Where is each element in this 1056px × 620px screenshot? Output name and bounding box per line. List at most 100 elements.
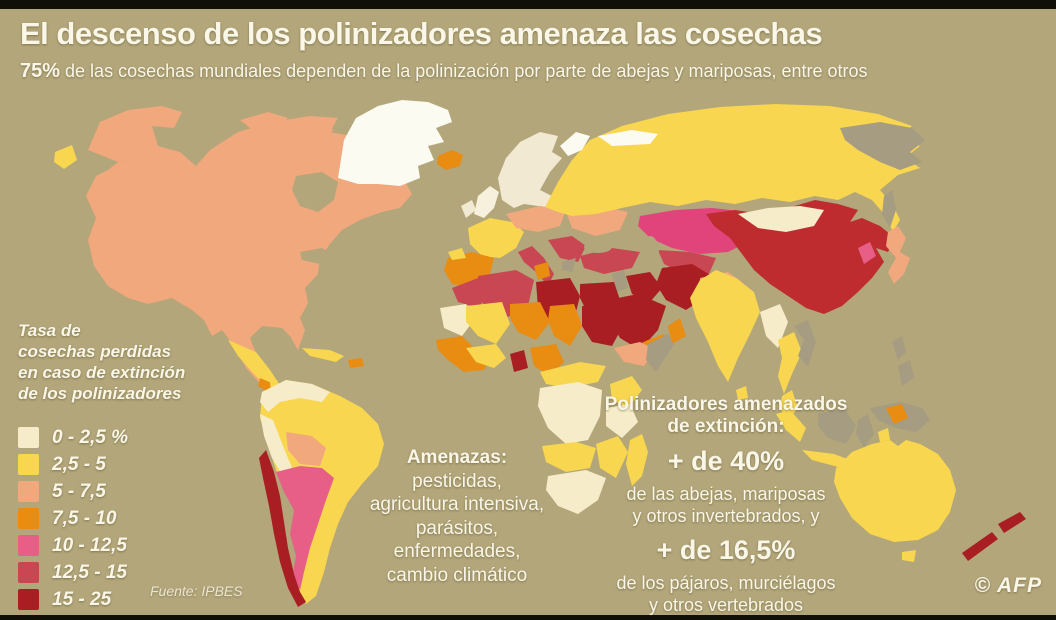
region-spain-nw [448, 248, 466, 260]
region-alaska [88, 106, 196, 174]
region-sumatra [776, 410, 806, 442]
region-novaya-zemlya [560, 130, 658, 156]
stat-vertebrates-desc: y otros vertebrados [648, 595, 804, 615]
region-france [468, 218, 524, 258]
region-oman [668, 318, 686, 344]
bottom-black-bar [0, 615, 1056, 620]
region-bolivia [286, 432, 326, 466]
region-png-patch [886, 404, 908, 424]
region-niger [510, 302, 550, 340]
legend-title-line: cosechas perdidas [18, 342, 172, 361]
region-ireland [461, 200, 476, 218]
legend-swatch [18, 562, 39, 583]
region-chad [548, 304, 582, 346]
region-iraq [626, 272, 662, 302]
legend-item: 7,5 - 10 [18, 505, 128, 532]
region-turkey [580, 248, 640, 274]
region-new-zealand [962, 512, 1026, 561]
threat-item: pesticidas, [412, 470, 502, 492]
region-nigeria [530, 344, 564, 376]
region-maluku [878, 428, 890, 442]
region-ethiopia [614, 342, 656, 366]
legend-label: 15 - 25 [52, 588, 112, 610]
region-borneo [818, 408, 856, 444]
legend-swatch [18, 535, 39, 556]
legend: 0 - 2,5 % 2,5 - 5 5 - 7,5 7,5 - 10 10 - … [18, 424, 128, 613]
region-java [802, 450, 850, 468]
region-greenland [338, 100, 452, 186]
legend-label: 0 - 2,5 % [52, 426, 129, 448]
subtitle-text: de las cosechas mundiales dependen de la… [60, 61, 868, 81]
region-guinea-area [466, 344, 506, 368]
pollinators-block: Polinizadores amenazados de extinción: +… [580, 394, 872, 616]
stat-invertebrates-value: + de 40% [667, 446, 785, 476]
region-chile [259, 450, 306, 607]
region-korea [858, 242, 876, 264]
subtitle-stat: 75% [20, 60, 61, 82]
region-mexico-south [228, 340, 282, 388]
region-madagascar [626, 434, 648, 486]
region-saudi [608, 294, 666, 350]
region-vietnam [794, 320, 816, 366]
stat-invertebrates-desc: de las abejas, mariposas [626, 484, 826, 504]
pollinators-heading: Polinizadores amenazados [604, 394, 848, 415]
region-west-sahara [440, 304, 474, 336]
threat-item: parásitos, [415, 517, 499, 539]
region-india [690, 270, 760, 382]
legend-title-line: de los polinizadores [18, 384, 182, 403]
legend-swatch [18, 427, 39, 448]
threat-item: cambio climático [386, 564, 528, 586]
legend-swatch [18, 481, 39, 502]
region-peru [260, 414, 293, 478]
region-alaska-west [54, 145, 77, 169]
region-mali [466, 302, 510, 344]
region-arctic-islands [240, 112, 334, 152]
region-angola-zambia [542, 442, 596, 472]
region-ghana [510, 350, 528, 372]
legend-item: 10 - 12,5 [18, 532, 128, 559]
legend-label: 5 - 7,5 [52, 480, 106, 502]
legend-swatch [18, 454, 39, 475]
legend-title-line: Tasa de [18, 321, 81, 340]
legend-swatch [18, 508, 39, 529]
legend-label: 12,5 - 15 [52, 561, 127, 583]
legend-item: 0 - 2,5 % [18, 424, 128, 451]
region-china [706, 200, 895, 314]
stat-vertebrates-value: + de 16,5% [656, 535, 796, 565]
region-tasmania [902, 550, 916, 562]
region-cuba [302, 348, 344, 362]
threats-heading: Amenazas: [406, 447, 508, 468]
page-title: El descenso de los polinizadores amenaza… [20, 16, 823, 51]
stat-invertebrates-desc: y otros invertebrados, y [632, 506, 820, 526]
top-black-bar [0, 0, 1056, 9]
legend-item: 15 - 25 [18, 586, 128, 613]
region-scandinavia [498, 132, 562, 208]
region-myanmar [760, 304, 788, 348]
region-thailand [778, 332, 802, 394]
legend-item: 12,5 - 15 [18, 559, 128, 586]
legend-label: 2,5 - 5 [52, 453, 106, 475]
region-uk [474, 186, 499, 218]
subtitle: 75% de las cosechas mundiales dependen d… [20, 60, 868, 83]
region-tanzania [606, 404, 638, 438]
legend-item: 2,5 - 5 [18, 451, 128, 478]
region-levant [612, 270, 628, 292]
legend-label: 10 - 12,5 [52, 534, 127, 556]
region-mongolia [738, 206, 824, 232]
region-south-africa [546, 470, 606, 514]
region-hudson-bay [292, 172, 338, 212]
legend-item: 5 - 7,5 [18, 478, 128, 505]
region-mozambique [596, 436, 628, 478]
threat-item: agricultura intensiva, [369, 494, 545, 515]
region-drc [538, 382, 602, 444]
region-sa-north [260, 380, 330, 412]
stat-vertebrates-desc: de los pájaros, murciélagos [616, 573, 836, 593]
legend-title-line: en caso de extinción [18, 363, 186, 382]
region-cameroon-car [540, 362, 606, 388]
region-australia [834, 440, 956, 542]
region-japan [886, 226, 910, 284]
legend-title: Tasa de cosechas perdidas en caso de ext… [18, 320, 185, 404]
region-west-africa [436, 336, 490, 372]
